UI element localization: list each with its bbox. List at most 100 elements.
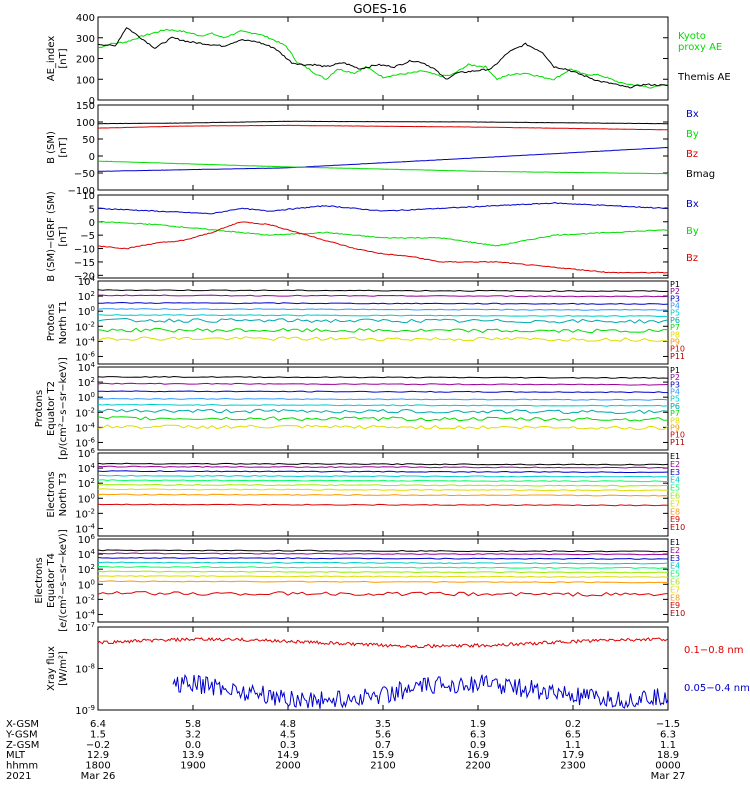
legend-label: E5 (670, 570, 680, 579)
y-tick-label: 400 (76, 13, 95, 24)
legend-label: E6 (670, 492, 680, 501)
legend-label: P6 (670, 402, 680, 411)
legend-label: E5 (670, 484, 680, 493)
x-axis-value: 0000 (655, 761, 680, 772)
legend-label: Bz (686, 149, 698, 160)
series-line-p5 (97, 314, 669, 318)
series-line-e8 (97, 493, 669, 497)
series-line-e5 (97, 479, 668, 483)
legend-label: E10 (670, 523, 685, 532)
series-line-p6 (97, 408, 669, 415)
x-axis-value: 2100 (370, 761, 395, 772)
legend-label: P10 (670, 345, 685, 354)
y-tick-label: 102 (78, 376, 95, 389)
x-axis-value: 5.8 (185, 719, 201, 730)
y-axis-label: Protons (46, 304, 57, 341)
legend-label: P5 (670, 395, 680, 404)
y-axis-label: Equator T4 (46, 553, 57, 608)
y-tick-label: 300 (76, 34, 95, 45)
legend-label: E4 (670, 476, 680, 485)
y-tick-label: 106 (78, 447, 96, 460)
legend-label: E9 (670, 515, 680, 524)
y-tick-label: −15 (74, 258, 95, 269)
y-tick-label: 10-2 (75, 507, 95, 520)
legend-label: Themis AE (677, 72, 731, 83)
x-axis-value: 1900 (180, 761, 205, 772)
y-tick-label: 10-2 (75, 593, 95, 606)
series-line-e2 (97, 465, 669, 469)
legend-label: By (686, 226, 699, 237)
legend-label: E1 (670, 452, 680, 461)
legend-label: P1 (670, 366, 680, 375)
y-axis-label: North T1 (58, 301, 69, 345)
series-line-p3 (97, 390, 669, 394)
panel-frame (97, 16, 669, 101)
series-line-e4 (98, 474, 668, 478)
y-tick-label: 104 (78, 361, 96, 374)
legend-label: P11 (670, 352, 685, 361)
y-tick-label: 10-2 (75, 320, 95, 333)
legend-label: P8 (670, 416, 680, 425)
series-line-0-1-0-8-nm (97, 637, 669, 649)
y-tick-label: 150 (76, 101, 95, 112)
x-axis-value: 2000 (275, 761, 300, 772)
legend-label: E4 (670, 562, 680, 571)
y-tick-label: 102 (78, 563, 95, 576)
x-axis-value: 16.9 (467, 750, 489, 761)
y-tick-label: −5 (80, 231, 95, 242)
series-line-p2 (98, 294, 669, 298)
x-axis-value: 1.1 (565, 740, 581, 751)
x-axis-value: 17.9 (562, 750, 584, 761)
y-axis-label: North T3 (58, 473, 69, 517)
y-axis-label: Protons (34, 390, 45, 427)
x-axis-value: 18.9 (657, 750, 679, 761)
legend-label: P8 (670, 330, 680, 339)
x-axis-value: 6.4 (90, 719, 106, 730)
series-line-p4 (97, 308, 668, 311)
panel-frame (97, 194, 669, 279)
series-line-e3 (97, 470, 669, 474)
legend-label: E8 (670, 507, 680, 516)
legend-label: P3 (670, 294, 680, 303)
legend-label: E1 (670, 538, 680, 547)
legend-label: Bx (686, 199, 699, 210)
x-axis-value: 3.2 (185, 729, 201, 740)
y-tick-label: 0 (89, 96, 95, 107)
panel-ee: 106 104 102 100 10-2 10-4 Electrons Equator T4[… (34, 529, 685, 632)
legend-label: P10 (670, 431, 685, 440)
x-axis-value: 15.9 (372, 750, 394, 761)
y-tick-label: 0 (89, 152, 95, 163)
x-axis-value: −0.2 (86, 740, 110, 751)
y-tick-label: 10-8 (75, 663, 95, 676)
legend-label: P2 (670, 287, 680, 296)
series-line-bz (98, 221, 669, 274)
y-tick-label: 0 (89, 218, 95, 229)
series-line-e7 (97, 575, 669, 578)
legend-label: P7 (670, 323, 680, 332)
legend-label: P2 (670, 373, 680, 382)
legend-label: E10 (670, 609, 685, 618)
y-tick-label: 100 (78, 492, 95, 505)
x-axis-row-label: Z-GSM (6, 740, 39, 751)
legend-label: P6 (670, 316, 680, 325)
panel-xray: 10-7 10-8 10-9 Xray flux [W/m²] 0.1−0.8 nm 0.0… (46, 621, 750, 717)
series-line-bmag (97, 120, 668, 125)
series-line-p7 (97, 416, 669, 422)
series-line-bx (98, 202, 669, 215)
y-tick-label: 100 (78, 391, 95, 404)
x-axis-value: 1.5 (90, 729, 106, 740)
x-axis-value: 6.3 (470, 729, 486, 740)
legend-label: Bx (686, 109, 699, 120)
series-line-p4 (97, 397, 669, 401)
x-axis-value: 1.1 (660, 740, 676, 751)
series-line-e9 (97, 503, 669, 507)
series-line-e9 (97, 591, 669, 597)
series-line-by (97, 221, 669, 247)
x-axis-value: 1.9 (470, 719, 486, 730)
panel-pe: 104 102 100 10-2 10-4 10-6 Protons Equator T2 [p… (34, 357, 685, 460)
y-axis-label: Electrons (34, 557, 45, 603)
series-line-p6 (97, 317, 669, 324)
legend-label: E7 (670, 585, 680, 594)
